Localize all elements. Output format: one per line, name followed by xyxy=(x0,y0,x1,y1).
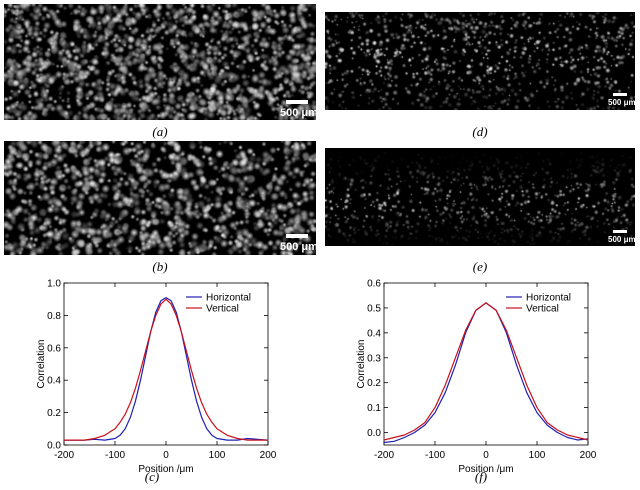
y-tick-label: 0.3 xyxy=(367,353,381,364)
series-line-vertical xyxy=(383,302,589,441)
y-tick-label: 0.8 xyxy=(47,311,61,322)
chart-c-svg: -200 -100 0 100 200 0.0 0.2 0.4 0.6 0.8 1.0 Positio… xyxy=(36,279,277,476)
x-tick-label: -100 xyxy=(105,450,125,461)
speckle-image-d: 500 μm xyxy=(325,12,635,110)
caption-b: (b) xyxy=(152,259,168,274)
chart-f-svg: -200 -100 0 100 200 0.0 0.1 0.2 0.3 0.4 0.5 0.6 Posi… xyxy=(356,279,597,476)
caption-d: (d) xyxy=(472,124,488,139)
plot-frame xyxy=(63,282,269,446)
caption-a: (a) xyxy=(152,124,168,139)
caption-e: (e) xyxy=(472,259,488,274)
x-axis-label: Position /μm xyxy=(458,464,513,475)
series-line-horizontal xyxy=(64,297,269,441)
scale-label-b: 500 μm xyxy=(280,241,316,253)
legend-label-vertical: Vertical xyxy=(526,304,559,315)
x-tick-label: 0 xyxy=(483,450,489,461)
scale-bar-e xyxy=(613,230,627,233)
y-tick-label: 0.6 xyxy=(367,279,381,290)
speckle-image-e: 500 μm xyxy=(325,148,635,246)
y-tick-label: 0.4 xyxy=(47,376,61,387)
x-tick-label: 0 xyxy=(163,450,169,461)
scale-label-e: 500 μm xyxy=(608,235,635,244)
y-axis-label: Correlation xyxy=(356,340,367,389)
x-tick-label: 100 xyxy=(529,450,546,461)
x-tick-label: 200 xyxy=(580,450,597,461)
correlation-chart-f: -200 -100 0 100 200 0.0 0.1 0.2 0.3 0.4 0.5 0.6 Posi… xyxy=(320,278,620,476)
x-axis-label: Position /μm xyxy=(138,464,193,475)
correlation-chart-c: -200 -100 0 100 200 0.0 0.2 0.4 0.6 0.8 1.0 Positio… xyxy=(0,278,300,476)
speckle-image-a: 500 μm xyxy=(4,4,316,120)
y-tick-label: 0.1 xyxy=(367,403,381,414)
y-tick-label: 0.4 xyxy=(367,328,381,339)
x-tick-label: 200 xyxy=(260,450,277,461)
scale-bar-d xyxy=(613,93,627,96)
y-tick-label: 0.0 xyxy=(367,428,381,439)
scale-label-a: 500 μm xyxy=(280,107,316,119)
scale-bar-b xyxy=(286,234,308,238)
x-tick-label: 100 xyxy=(209,450,226,461)
scale-bar-a xyxy=(286,100,308,104)
legend-label-vertical: Vertical xyxy=(206,304,239,315)
y-tick-label: 0.0 xyxy=(47,441,61,452)
legend-label-horizontal: Horizontal xyxy=(526,293,571,304)
y-tick-label: 0.2 xyxy=(367,378,381,389)
x-tick-label: -200 xyxy=(54,450,74,461)
y-tick-label: 0.5 xyxy=(367,303,381,314)
speckle-image-b: 500 μm xyxy=(4,141,316,255)
scale-label-d: 500 μm xyxy=(608,98,635,107)
series-line-vertical xyxy=(64,298,268,441)
caption-f: (f) xyxy=(474,469,488,484)
y-tick-label: 1.0 xyxy=(47,279,61,290)
y-tick-label: 0.2 xyxy=(47,408,61,419)
plot-frame xyxy=(383,282,589,446)
caption-c: (c) xyxy=(144,469,160,484)
y-axis-label: Correlation xyxy=(36,340,47,389)
x-tick-label: -100 xyxy=(425,450,445,461)
x-tick-label: -200 xyxy=(374,450,394,461)
y-tick-label: 0.6 xyxy=(47,343,61,354)
legend-label-horizontal: Horizontal xyxy=(206,293,251,304)
